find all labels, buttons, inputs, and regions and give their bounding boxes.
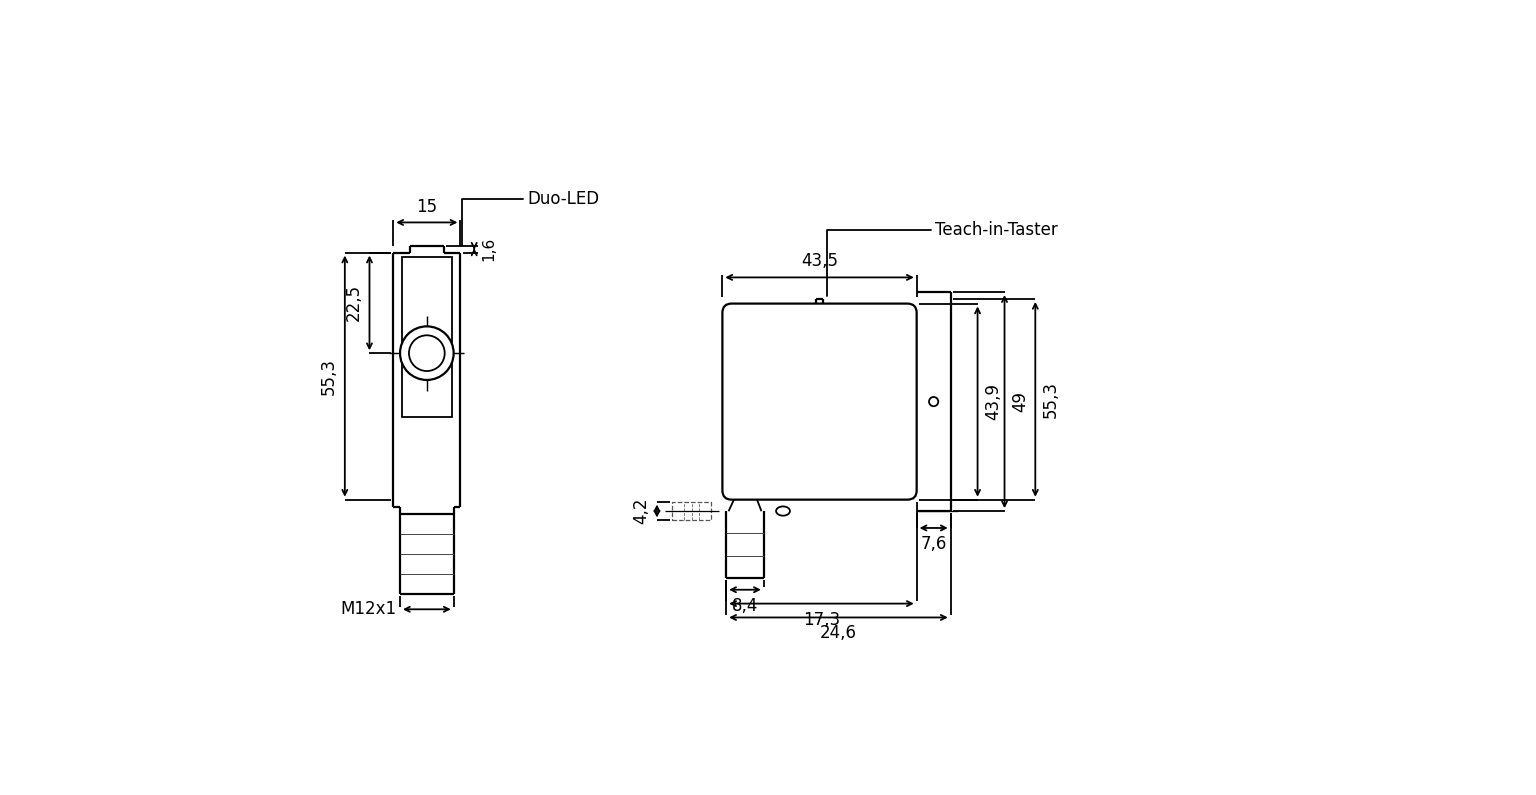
Text: 22,5: 22,5 bbox=[344, 285, 362, 321]
Text: 43,5: 43,5 bbox=[802, 253, 839, 270]
Text: M12x1: M12x1 bbox=[339, 600, 396, 619]
Text: 55,3: 55,3 bbox=[1043, 381, 1060, 418]
Text: 17,3: 17,3 bbox=[803, 611, 840, 629]
Ellipse shape bbox=[409, 335, 445, 371]
Ellipse shape bbox=[399, 327, 453, 380]
Circle shape bbox=[929, 397, 938, 406]
Bar bbox=[402, 257, 452, 417]
Text: 24,6: 24,6 bbox=[820, 624, 857, 642]
FancyBboxPatch shape bbox=[722, 304, 917, 499]
Text: 49: 49 bbox=[1011, 391, 1029, 412]
Text: 15: 15 bbox=[416, 197, 438, 215]
Text: Teach-in-Taster: Teach-in-Taster bbox=[935, 221, 1058, 238]
Text: 1,6: 1,6 bbox=[481, 237, 496, 262]
Text: Duo-LED: Duo-LED bbox=[527, 190, 599, 208]
Ellipse shape bbox=[776, 506, 790, 516]
Text: 7,6: 7,6 bbox=[920, 535, 946, 553]
Bar bbox=[673, 502, 711, 520]
Text: 55,3: 55,3 bbox=[319, 358, 338, 394]
Text: 4,2: 4,2 bbox=[631, 498, 650, 524]
Text: 8,4: 8,4 bbox=[731, 597, 759, 615]
Text: 43,9: 43,9 bbox=[985, 383, 1003, 420]
